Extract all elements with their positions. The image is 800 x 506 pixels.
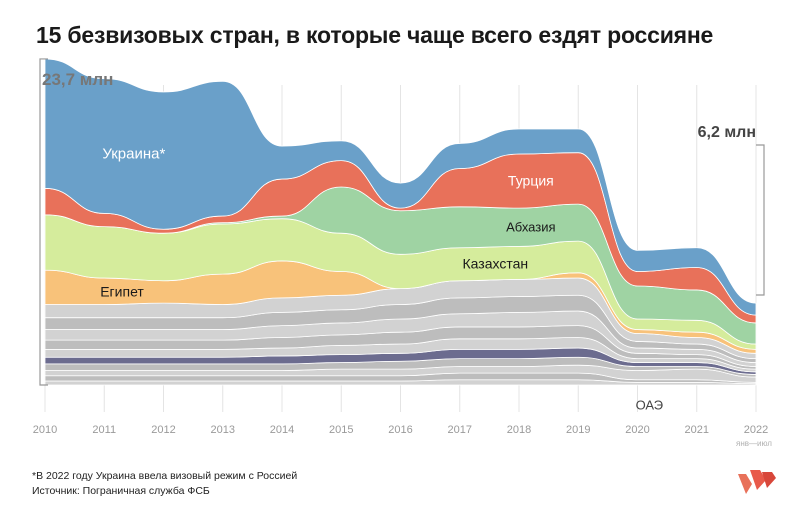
chart-streams: [44, 58, 757, 386]
series-label: ОАЭ: [636, 398, 664, 413]
chart-labels: Украина* Турция Абхазия Казахстан Египет ОАЭ: [100, 145, 663, 412]
start-total-bracket: [39, 58, 48, 386]
x-tick-label: 2017: [448, 424, 472, 436]
x-tick-label: 2019: [566, 424, 590, 436]
footnote: *В 2022 году Украина ввела визовый режим…: [32, 470, 298, 482]
x-tick-label: 2020: [625, 424, 649, 436]
series-label: Турция: [508, 173, 554, 189]
brand-logo-icon: [738, 470, 776, 494]
end-total-label: 6,2 млн: [698, 124, 756, 141]
start-total-label: 23,7 млн: [42, 70, 113, 89]
x-tick-sublabel: янв—июл: [736, 439, 772, 448]
x-tick-label: 2022: [744, 424, 768, 436]
series-label: Украина*: [102, 145, 165, 162]
stream-украина: [44, 58, 757, 316]
chart-title: 15 безвизовых стран, в которые чаще всег…: [36, 22, 714, 48]
x-tick-label: 2016: [388, 424, 412, 436]
end-total-bracket: [756, 144, 765, 296]
x-tick-label: 2012: [151, 424, 175, 436]
x-tick-label: 2010: [33, 424, 57, 436]
series-label: Казахстан: [462, 255, 528, 271]
series-label: Египет: [100, 283, 144, 299]
x-tick-label: 2013: [211, 424, 235, 436]
x-tick-label: 2015: [329, 424, 353, 436]
x-tick-label: 2021: [685, 424, 709, 436]
source-note: Источник: Пограничная служба ФСБ: [32, 485, 210, 497]
chart-brackets: 23,7 млн 6,2 млн: [39, 58, 765, 386]
x-tick-label: 2011: [92, 424, 116, 436]
series-label: Абхазия: [506, 219, 555, 234]
chart-canvas: 23,7 млн 6,2 млн Украина* Турция Абхазия Каз…: [33, 58, 773, 448]
x-tick-label: 2018: [507, 424, 531, 436]
x-tick-label: 2014: [270, 424, 294, 436]
chart-x-axis: 2010 2011 2012 2013 2014 2015 2016 2017 2018 2019…: [33, 424, 773, 448]
